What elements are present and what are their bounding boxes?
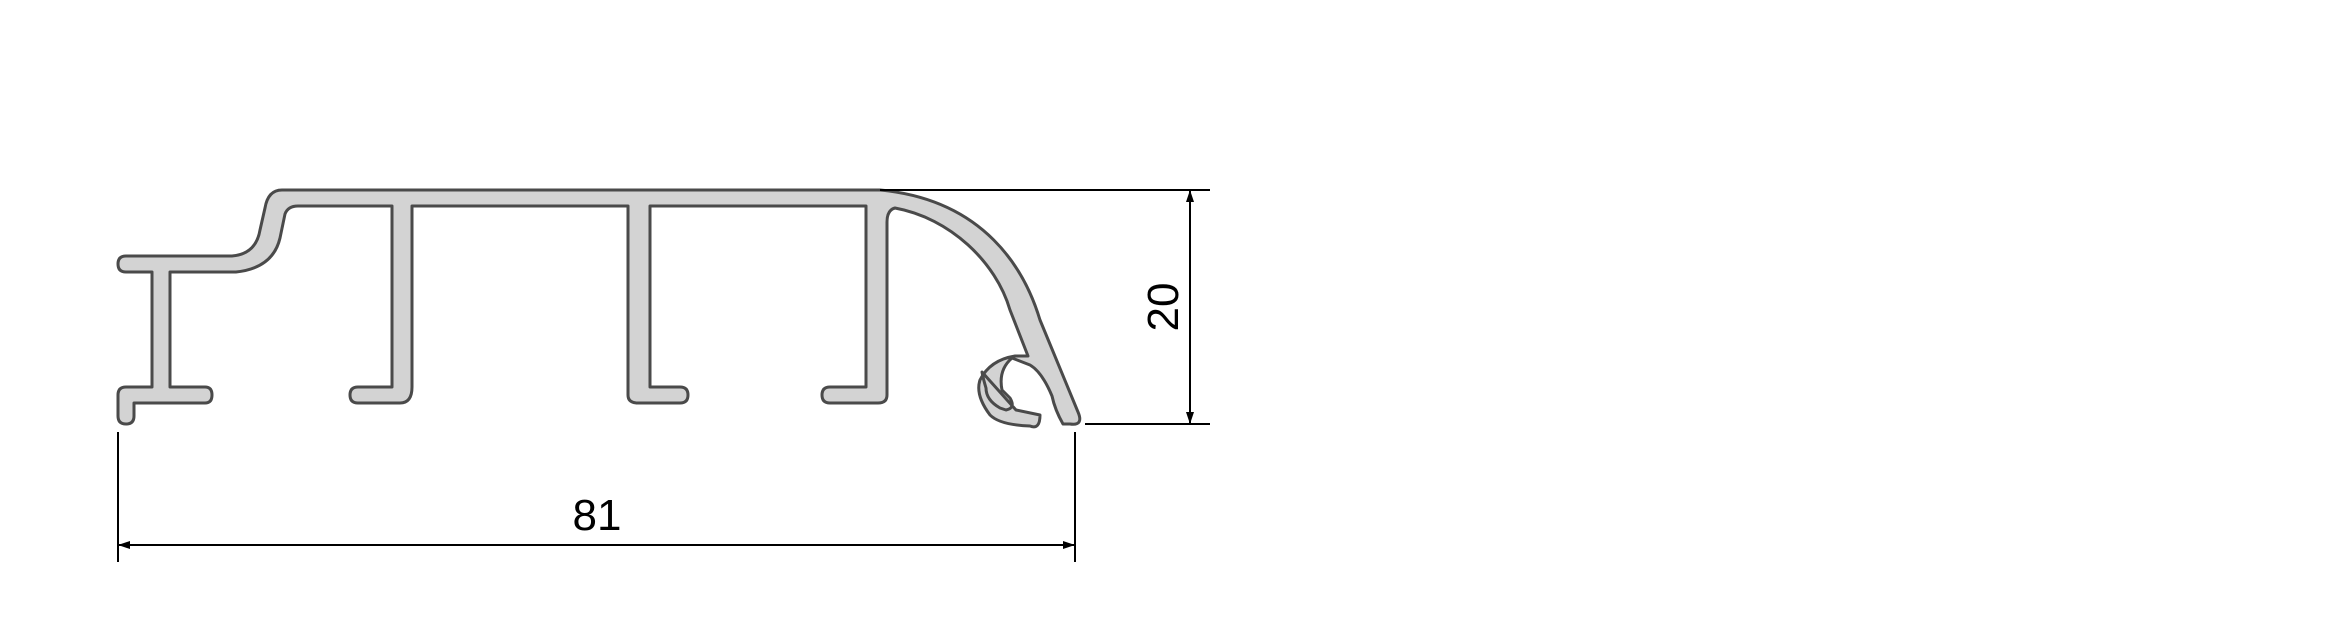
height-label: 20 bbox=[1139, 283, 1188, 332]
profile-outline bbox=[116, 188, 1082, 429]
width-label: 81 bbox=[573, 491, 622, 540]
